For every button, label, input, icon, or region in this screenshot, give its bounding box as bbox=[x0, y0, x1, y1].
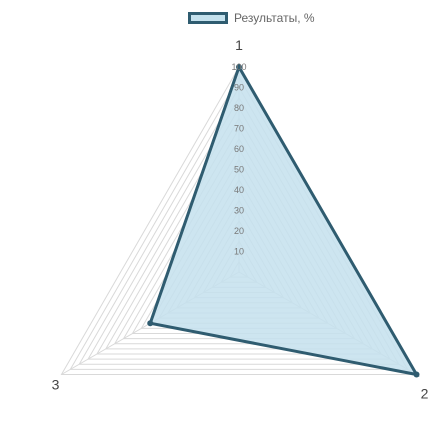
legend-swatch bbox=[188, 12, 228, 24]
data-point bbox=[413, 371, 420, 378]
series-area bbox=[148, 63, 420, 377]
tick-label: 30 bbox=[234, 206, 244, 216]
category-label: 1 bbox=[235, 37, 243, 53]
tick-label: 40 bbox=[234, 185, 244, 195]
legend[interactable]: Результаты, % bbox=[188, 10, 315, 26]
tick-label: 90 bbox=[234, 83, 244, 93]
legend-label: Результаты, % bbox=[234, 11, 315, 25]
tick-label: 20 bbox=[234, 226, 244, 236]
category-label: 2 bbox=[421, 386, 429, 402]
tick-label: 80 bbox=[234, 103, 244, 113]
tick-label: 60 bbox=[234, 144, 244, 154]
tick-label: 70 bbox=[234, 124, 244, 134]
tick-label: 100 bbox=[231, 62, 246, 72]
tick-label: 10 bbox=[234, 247, 244, 257]
category-label: 3 bbox=[52, 377, 60, 393]
data-point bbox=[236, 64, 242, 70]
data-point bbox=[147, 320, 154, 327]
tick-label: 50 bbox=[234, 165, 244, 175]
